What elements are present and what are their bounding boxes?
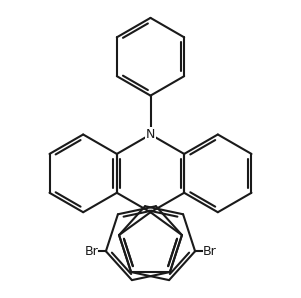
Text: N: N — [146, 128, 155, 141]
Text: Br: Br — [203, 245, 216, 258]
Text: Br: Br — [85, 245, 98, 258]
